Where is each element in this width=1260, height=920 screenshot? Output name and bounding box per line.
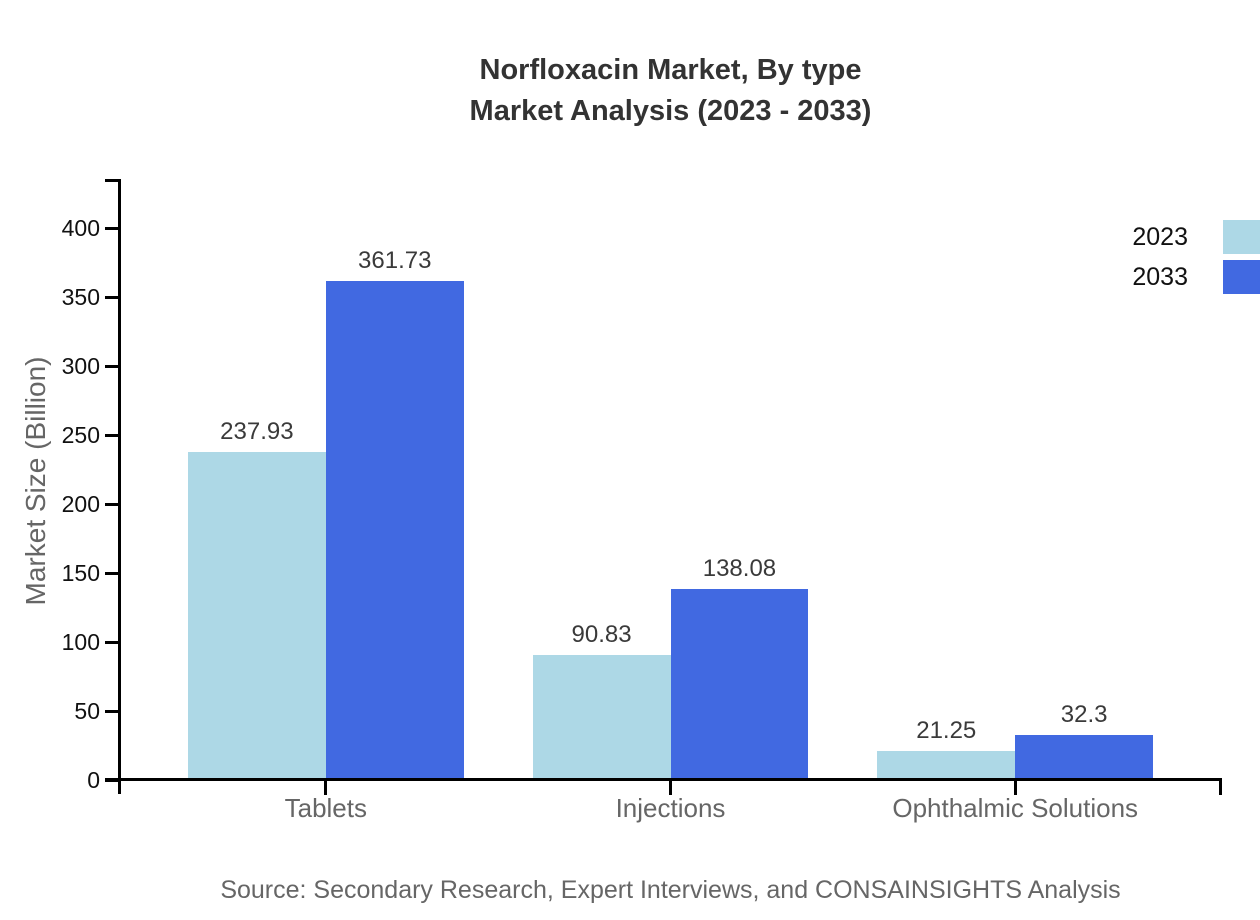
bar-2033-tablets — [325, 280, 464, 780]
chart-title-line1: Norfloxacin Market, By type — [479, 54, 862, 86]
y-tick-label: 400 — [61, 215, 100, 241]
x-axis-tick — [324, 778, 328, 795]
y-tick-label: 100 — [61, 629, 100, 655]
bar-2023-ophthalmic-solutions — [877, 750, 1016, 780]
chart-title-line2: Market Analysis (2023 - 2033) — [469, 95, 872, 127]
bar-value-label-2033-tablets: 361.73 — [358, 246, 432, 274]
y-axis-top-cap — [105, 179, 119, 182]
bar-2023-tablets — [187, 451, 326, 780]
bar-2033-ophthalmic-solutions — [1015, 735, 1154, 780]
y-axis-tick — [105, 364, 119, 368]
y-tick-label: 200 — [61, 491, 100, 517]
y-axis-tick — [105, 295, 119, 299]
y-tick-label: 150 — [61, 560, 100, 586]
y-tick-label: 300 — [61, 353, 100, 379]
bar-2023-injections — [532, 654, 671, 780]
chart-title: Norfloxacin Market, By type Market Analy… — [119, 50, 1222, 132]
x-axis-tick — [1013, 778, 1017, 795]
category-label-injections: Injections — [615, 793, 726, 823]
legend-swatch-2033 — [1223, 260, 1260, 294]
legend-label-2033: 2033 — [1132, 263, 1188, 291]
bar-value-label-2033-ophthalmic-solutions: 32.3 — [1060, 701, 1108, 729]
x-axis-line — [105, 778, 1222, 781]
y-axis-tick — [105, 571, 119, 575]
legend-label-2023: 2023 — [1132, 223, 1188, 251]
y-axis-tick — [105, 226, 119, 230]
y-axis-line — [118, 179, 121, 794]
bar-value-label-2023-tablets: 237.93 — [220, 417, 294, 445]
y-tick-label: 50 — [74, 698, 100, 724]
source-note: Source: Secondary Research, Expert Inter… — [220, 876, 1121, 904]
legend-swatch-2023 — [1223, 220, 1260, 254]
y-tick-label: 0 — [87, 767, 100, 793]
bar-value-label-2033-injections: 138.08 — [702, 555, 777, 583]
bar-value-label-2023-injections: 90.83 — [571, 620, 632, 648]
y-tick-label: 250 — [61, 422, 100, 448]
x-axis-tick — [669, 778, 672, 795]
y-axis-tick — [105, 640, 119, 644]
bar-value-label-2023-ophthalmic-solutions: 21.25 — [916, 716, 977, 744]
y-tick-label: 350 — [61, 284, 100, 310]
y-axis-tick — [105, 709, 119, 713]
y-axis-tick — [105, 433, 119, 437]
bar-2033-injections — [670, 589, 809, 780]
category-label-tablets: Tablets — [284, 793, 367, 823]
category-label-ophthalmic-solutions: Ophthalmic Solutions — [892, 793, 1139, 823]
y-axis-tick — [105, 502, 119, 506]
x-axis-right-cap — [1219, 778, 1222, 795]
